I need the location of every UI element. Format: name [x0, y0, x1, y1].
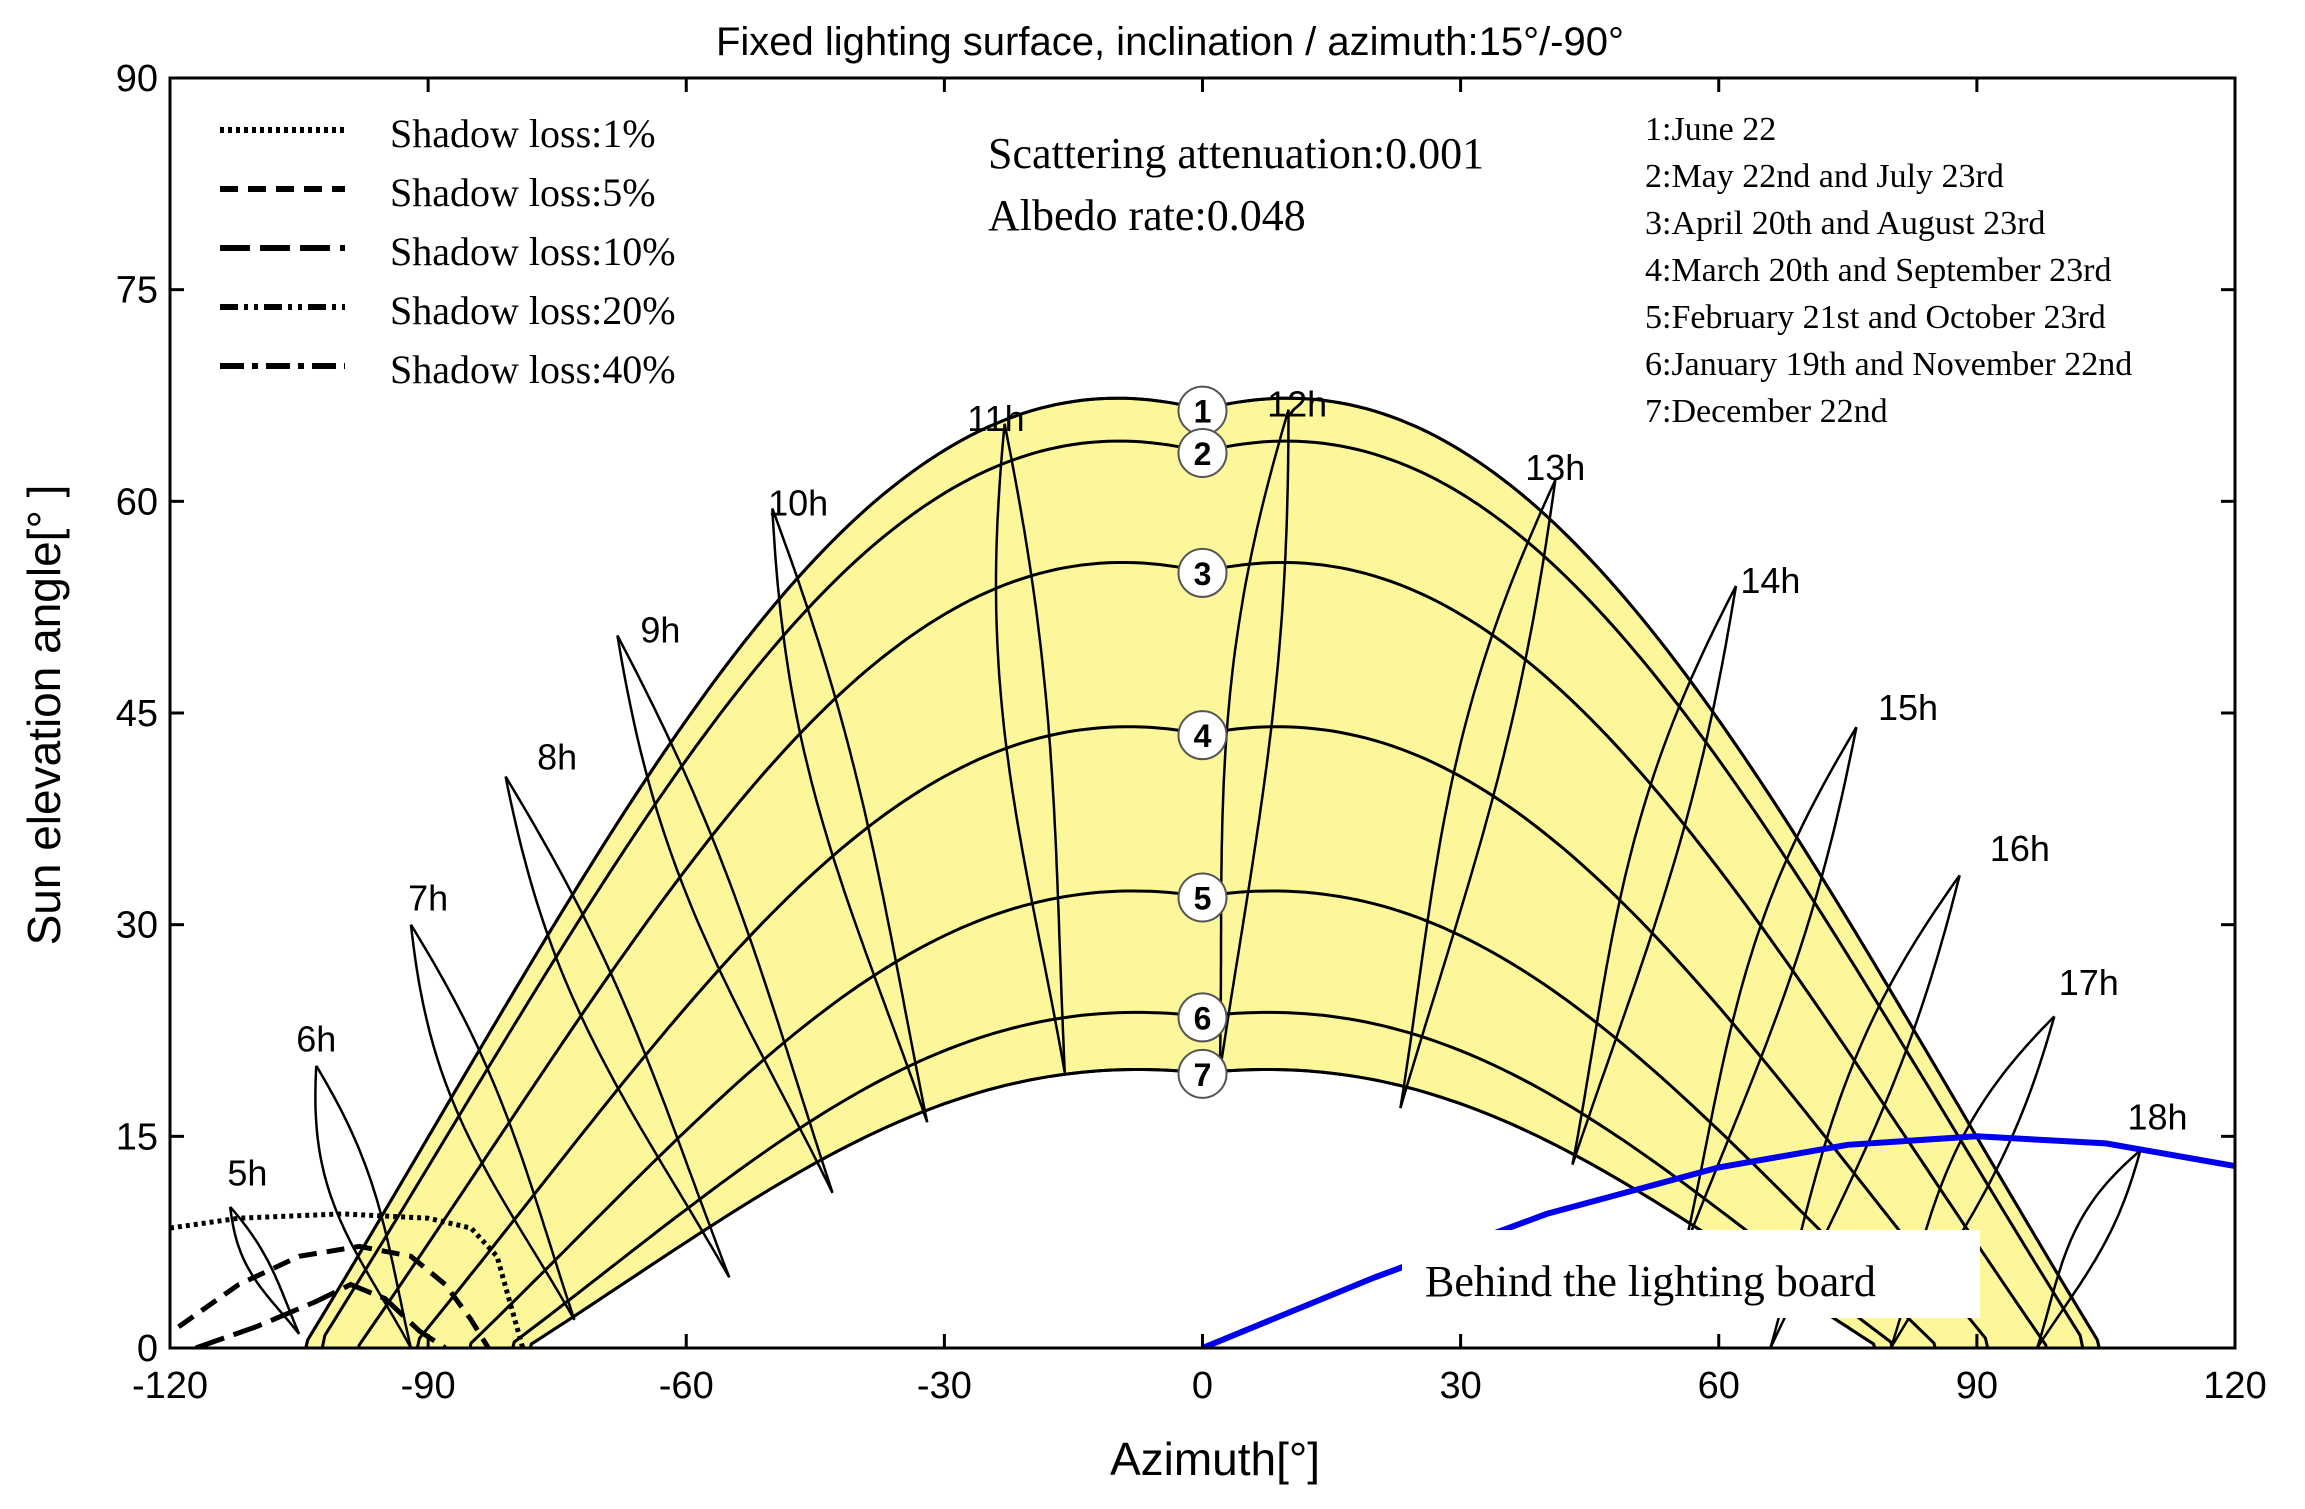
date-legend-entry-5: 5:February 21st and October 23rd	[1645, 299, 2106, 336]
shadow-loss-legend: Shadow loss:1% Shadow loss:5% Shadow loss:…	[220, 111, 676, 392]
hour-label-17h: 17h	[2059, 962, 2119, 1003]
date-marker-6: 6	[1194, 1000, 1212, 1036]
date-legend-entry-7: 7:December 22nd	[1645, 393, 1888, 430]
y-tick-label: 0	[137, 1328, 158, 1370]
x-tick-label: -90	[401, 1365, 456, 1407]
y-tick-label: 75	[116, 270, 158, 312]
shadow-legend-label-1: Shadow loss:1%	[390, 111, 656, 156]
hour-label-10h: 10h	[768, 482, 828, 523]
horizon-label: Behind the lighting board	[1425, 1257, 1876, 1306]
shadow-curve-3	[194, 1281, 447, 1348]
date-marker-3: 3	[1194, 556, 1212, 592]
date-marker-circle-4	[1177, 710, 1228, 761]
analemma-13h-right	[1399, 480, 1557, 1109]
y-tick-label: 45	[116, 693, 158, 735]
shadow-legend-label-3: Shadow loss:10%	[390, 229, 676, 274]
date-marker-circle-6	[1177, 992, 1228, 1043]
hour-label-9h: 9h	[640, 609, 680, 650]
y-tick-label: 15	[116, 1116, 158, 1158]
analemma-11h-left	[994, 423, 1067, 1074]
date-legend-entry-2: 2:May 22nd and July 23rd	[1645, 158, 2004, 195]
date-marker-circle-7	[1177, 1048, 1228, 1099]
date-legend-entry-3: 3:April 20th and August 23rd	[1645, 205, 2045, 242]
analemma-6h-right	[315, 1065, 413, 1348]
x-tick-label: -60	[659, 1365, 714, 1407]
horizon-label-box	[1402, 1230, 1980, 1318]
analemma-15h-right	[1683, 726, 1858, 1250]
y-tick-label: 30	[116, 905, 158, 947]
hour-label-15h: 15h	[1878, 687, 1938, 728]
analemma-9h-left	[616, 635, 834, 1194]
shadow-legend-label-4: Shadow loss:20%	[390, 288, 676, 333]
date-marker-1: 1	[1194, 394, 1212, 430]
shadow-curve-2	[177, 1243, 491, 1348]
x-axis-label: Azimuth[°]	[1110, 1433, 1320, 1485]
y-tick-label: 60	[116, 481, 158, 523]
x-tick-label: -30	[917, 1365, 972, 1407]
analemma-11h-right	[1003, 423, 1067, 1073]
shadow-legend-label-5: Shadow loss:40%	[390, 347, 676, 392]
hour-label-5h: 5h	[227, 1153, 267, 1194]
date-markers: 1 2 3 4 5 6 7	[1177, 385, 1228, 1099]
x-tick-label: 120	[2203, 1365, 2266, 1407]
analemma-15h-left	[1683, 726, 1858, 1250]
hour-label-6h: 6h	[296, 1019, 336, 1060]
analemma-10h-right	[771, 507, 929, 1123]
hour-label-7h: 7h	[408, 878, 448, 919]
date-legend: 1:June 22 2:May 22nd and July 23rd 3:April…	[1645, 111, 2132, 430]
shadow-loss-curves	[170, 1211, 526, 1348]
hour-label-18h: 18h	[2128, 1096, 2188, 1137]
scattering-attenuation-note: Scattering attenuation:0.001	[988, 129, 1484, 178]
date-marker-4: 4	[1194, 718, 1212, 754]
hour-label-14h: 14h	[1740, 560, 1800, 601]
chart-title: Fixed lighting surface, inclination / az…	[716, 20, 1624, 64]
hour-labels: 5h 6h 7h 8h 9h 10h 11h 12h 13h 14h 15h 16h 17h 18h	[227, 384, 2187, 1194]
analemma-7h-right	[409, 924, 576, 1321]
analemma-10h-left	[771, 508, 929, 1123]
hour-analemmas	[228, 409, 2142, 1348]
date-legend-entry-4: 4:March 20th and September 23rd	[1645, 252, 2111, 289]
albedo-rate-note: Albedo rate:0.048	[988, 191, 1306, 240]
date-marker-2: 2	[1194, 436, 1212, 472]
hour-label-8h: 8h	[537, 736, 577, 777]
x-tick-label: 60	[1698, 1365, 1740, 1407]
analemma-14h-right	[1571, 585, 1738, 1165]
y-axis-label: Sun elevation angle[° ]	[18, 485, 70, 946]
analemma-13h-left	[1399, 479, 1557, 1109]
analemma-18h-left	[2035, 1149, 2142, 1348]
date-marker-5: 5	[1194, 880, 1212, 916]
x-tick-label: 0	[1192, 1365, 1213, 1407]
analemma-9h-right	[616, 634, 834, 1194]
x-tick-label: 30	[1439, 1365, 1481, 1407]
analemma-12h-right	[1218, 409, 1290, 1073]
y-tick-label: 90	[116, 58, 158, 100]
analemma-7h-left	[409, 924, 576, 1321]
hour-label-16h: 16h	[1990, 828, 2050, 869]
shadow-legend-label-2: Shadow loss:5%	[390, 170, 656, 215]
hour-label-13h: 13h	[1525, 447, 1585, 488]
date-marker-7: 7	[1194, 1057, 1212, 1093]
date-marker-circle-2	[1177, 427, 1228, 478]
date-marker-circle-3	[1177, 547, 1228, 598]
analemma-8h-left	[504, 776, 731, 1279]
date-marker-circle-5	[1177, 872, 1228, 923]
analemma-18h-right	[2036, 1150, 2142, 1348]
hour-label-12h: 12h	[1267, 384, 1327, 425]
shadow-curve-1	[170, 1211, 526, 1348]
analemma-8h-right	[504, 775, 731, 1278]
x-tick-label: -120	[132, 1365, 208, 1407]
x-axis-ticks: -120 -90 -60 -30 0 30 60 90 120	[132, 78, 2267, 1407]
date-legend-entry-6: 6:January 19th and November 22nd	[1645, 346, 2132, 383]
x-tick-label: 90	[1956, 1365, 1998, 1407]
analemma-14h-left	[1571, 585, 1738, 1165]
hour-label-11h: 11h	[967, 398, 1024, 439]
date-legend-entry-1: 1:June 22	[1645, 111, 1776, 148]
